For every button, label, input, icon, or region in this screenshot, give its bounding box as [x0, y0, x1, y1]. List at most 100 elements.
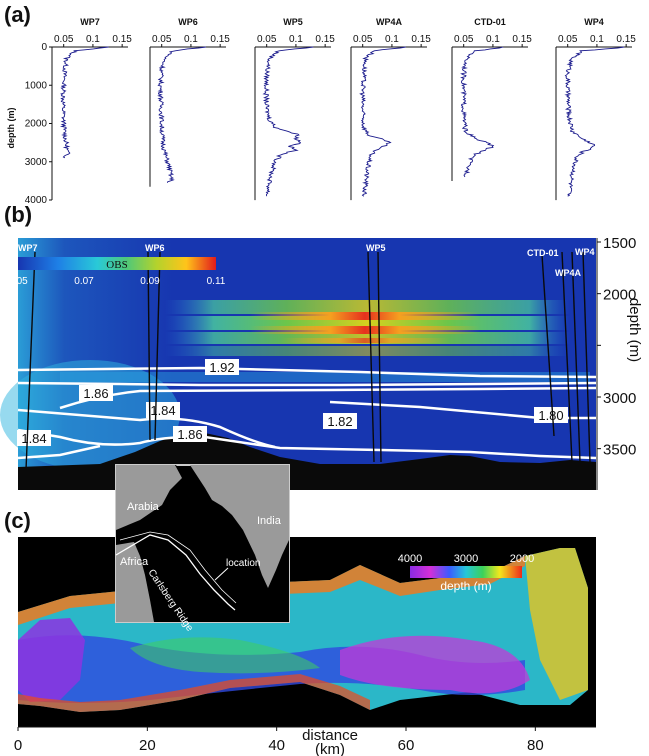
inset-location-pointer	[214, 567, 229, 581]
distance-axis: 0 20 40 60 80	[14, 726, 596, 754]
bathymetry-ridge-edge	[18, 674, 370, 712]
obs-ytick-label: 3000	[603, 390, 636, 407]
obs-section-panel: 1.921.861.841.84 1.861.82 1.80 WP7 WP6 WP5…	[0, 235, 643, 490]
contour-label-box	[323, 413, 357, 429]
inset-ridge-line	[115, 534, 236, 611]
profile-xtick-label: 0.1	[385, 34, 399, 45]
contour-label: 1.84	[21, 431, 46, 446]
contour-label-box	[173, 426, 207, 442]
profile-ytick-label: 2000	[25, 119, 48, 130]
depth-colorbar-tick-label: 3000	[454, 553, 478, 565]
profile-xtick-label: 0.05	[54, 34, 74, 45]
obs-ytick-label: 1500	[603, 235, 636, 252]
inset-label-africa: Africa	[120, 556, 149, 568]
profile-xtick-label: 0.1	[86, 34, 100, 45]
profile-title: WP6	[178, 17, 198, 27]
profile-ylabel: depth (m)	[6, 108, 16, 149]
obs-colorbar-ticks: 0.05 0.07 0.09 0.11	[8, 276, 226, 287]
station-label-wp4: WP4	[575, 247, 595, 257]
obs-colorbar-tick-label: 0.05	[8, 276, 28, 287]
contour-label: 1.86	[83, 386, 108, 401]
profile-line	[262, 46, 314, 197]
contour-label-box	[534, 407, 568, 423]
density-contours	[17, 366, 597, 460]
profile-ytick-label: 4000	[25, 195, 48, 206]
station-label-wp6: WP6	[145, 243, 165, 253]
panel-label-a: (a)	[4, 2, 31, 27]
contour-line	[17, 444, 101, 460]
station-casts	[25, 251, 591, 471]
profile-xtick-label: 0.15	[616, 34, 636, 45]
contour-label-box	[205, 359, 239, 375]
cast-line	[582, 251, 591, 463]
obs-colorbar-tick-label: 0.11	[207, 276, 226, 287]
distance-xlabel-line2: (km)	[315, 741, 345, 756]
panel-label-b: (b)	[4, 202, 32, 227]
profile-xtick-label: 0.1	[486, 34, 500, 45]
contour-label: 1.84	[150, 403, 175, 418]
profile-xtick-label: 0.1	[590, 34, 604, 45]
contour-label: 1.86	[177, 427, 202, 442]
inset-land-africa	[116, 542, 154, 622]
profile-xtick-label: 0.15	[512, 34, 532, 45]
contour-line	[17, 366, 597, 379]
profile-xtick-label: 0.05	[353, 34, 373, 45]
obs-band	[60, 372, 590, 382]
cast-line	[377, 251, 382, 463]
profile-xtick-label: 0.15	[411, 34, 431, 45]
station-label-wp4a: WP4A	[555, 268, 582, 278]
cast-line	[367, 251, 375, 463]
contour-label-box	[17, 430, 51, 446]
depth-colorbar	[410, 566, 522, 578]
distance-xtick-label: 40	[268, 737, 285, 754]
contour-line	[17, 428, 597, 460]
profile-ytick-label: 3000	[25, 157, 48, 168]
profile-xtick-label: 0.05	[558, 34, 578, 45]
profile-title: WP4A	[376, 17, 403, 27]
profile-line	[157, 46, 207, 183]
profile-title: WP4	[584, 17, 604, 27]
contour-line	[17, 408, 276, 449]
station-label-wp5: WP5	[366, 243, 386, 253]
profile-line	[59, 46, 109, 159]
distance-xtick-label: 20	[139, 737, 156, 754]
profile-xtick-label: 0.1	[184, 34, 198, 45]
cast-line	[541, 254, 555, 437]
obs-hot-band	[250, 326, 480, 334]
profile-title: WP5	[283, 17, 303, 27]
bathymetry-deep-zone	[18, 618, 85, 702]
contour-line	[17, 381, 597, 387]
inset-label-location: location	[226, 558, 260, 569]
cast-line	[561, 251, 573, 463]
depth-colorbar-tick-label: 2000	[510, 553, 534, 565]
contour-label-box	[79, 385, 113, 401]
obs-colorbar-label: OBS	[106, 259, 127, 271]
obs-hot-band	[250, 312, 480, 320]
bathymetry-deep-zone	[340, 635, 530, 694]
distance-xtick-label: 0	[14, 737, 22, 754]
contour-label: 1.82	[327, 414, 352, 429]
inset-ridge-line	[119, 531, 237, 604]
profile-xtick-label: 0.15	[210, 34, 230, 45]
contour-label: 1.80	[538, 408, 563, 423]
profile-xtick-label: 0.1	[289, 34, 303, 45]
cast-line	[147, 251, 151, 441]
obs-band	[165, 346, 570, 356]
profile-title: WP7	[80, 17, 100, 27]
profile-xtick-label: 0.15	[315, 34, 335, 45]
inset-label-arabia: Arabia	[127, 501, 160, 513]
profile-ytick-label: 0	[41, 42, 47, 53]
depth-colorbar-tick-label: 4000	[398, 553, 422, 565]
bathymetry-shallow-zone	[130, 637, 320, 674]
station-label-wp7: WP7	[18, 243, 38, 253]
profile-xtick-label: 0.05	[257, 34, 277, 45]
station-label-ctd01: CTD-01	[527, 248, 559, 258]
obs-colorbar-tick-label: 0.09	[140, 276, 160, 287]
cast-line	[25, 251, 36, 471]
profile-line	[460, 46, 504, 178]
cast-line	[571, 251, 581, 463]
depth-colorbar-label: depth (m)	[440, 579, 491, 593]
obs-band	[165, 300, 570, 314]
distance-xlabel-line1: distance	[302, 727, 358, 744]
obs-ylabel: depth (m)	[626, 298, 643, 362]
